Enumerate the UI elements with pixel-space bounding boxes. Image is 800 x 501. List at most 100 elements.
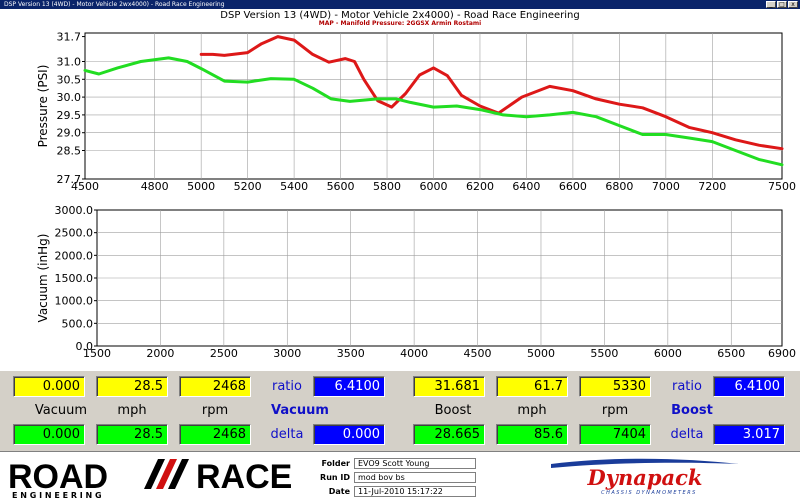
- x-tick-label: 6000: [420, 180, 448, 193]
- boost-top-mph: 61.7: [496, 376, 568, 397]
- y-tick-label: 31.0: [57, 55, 82, 68]
- dynapack-logo: Dynapack CHASSIS DYNAMOMETERS: [551, 458, 739, 496]
- boost-ratio-value: 6.4100: [713, 376, 785, 397]
- x-tick-label: 6800: [605, 180, 633, 193]
- vacuum-delta-value: 0.000: [313, 424, 385, 445]
- y-tick-label: 27.7: [57, 173, 82, 186]
- footer: ROAD RACE E N G I N E E R I N G Folder E…: [0, 451, 800, 501]
- chart-subtitle: MAP - Manifold Pressure: 2GGSX Armin Ros…: [319, 20, 481, 27]
- y-tick-label: 1500.0: [55, 272, 94, 285]
- x-tick-label: 4000: [400, 347, 428, 360]
- x-tick-label: 6600: [559, 180, 587, 193]
- x-tick-label: 5400: [280, 180, 308, 193]
- y-tick-label: 30.0: [57, 91, 82, 104]
- boost-ratio-label: ratio: [672, 379, 702, 394]
- window-title: DSP Version 13 (4WD) - Motor Vehicle 2wx…: [4, 1, 225, 8]
- boost-delta-label: delta: [670, 427, 704, 442]
- folder-value: EVO9 Scott Young: [354, 458, 476, 469]
- x-tick-label: 6000: [654, 347, 682, 360]
- logo-slashes: [144, 459, 189, 489]
- boost-bottom-value: 28.665: [413, 424, 485, 445]
- y-tick-label: 29.5: [57, 109, 82, 122]
- road-race-logo: ROAD RACE E N G I N E E R I N G: [8, 458, 292, 499]
- x-tick-label: 5200: [234, 180, 262, 193]
- y-tick-label: 2000.0: [55, 249, 94, 262]
- folder-label: Folder: [321, 459, 350, 468]
- dynapack-tagline: CHASSIS DYNAMOMETERS: [601, 490, 697, 496]
- x-tick-label: 7500: [768, 180, 796, 193]
- vacuum-bottom-value: 0.000: [13, 424, 85, 445]
- date-value: 11-Jul-2010 15:17:22: [354, 486, 476, 497]
- readout-panel: 0.000 28.5 2468 ratio 6.4100 Vacuum mph …: [0, 371, 800, 451]
- series-line-1: [83, 56, 784, 167]
- vacuum-top-rpm: 2468: [179, 376, 251, 397]
- dynapack-swoosh: [551, 458, 739, 468]
- vacuum-ratio-label: ratio: [272, 379, 302, 394]
- logo-word-road: ROAD: [8, 458, 108, 496]
- x-tick-label: 2500: [210, 347, 238, 360]
- y-tick-label: 28.5: [57, 145, 82, 158]
- boost-label: Boost: [434, 403, 472, 418]
- dynapack-brand: Dynapack: [587, 465, 703, 490]
- y-tick-label: 500.0: [62, 317, 94, 330]
- x-tick-label: 5000: [527, 347, 555, 360]
- boost-top-rpm: 5330: [579, 376, 651, 397]
- x-tick-label: 6900: [768, 347, 796, 360]
- boost-top-value: 31.681: [413, 376, 485, 397]
- y-tick-label: 0.0: [76, 340, 94, 353]
- vacuum-mph-label: mph: [117, 403, 147, 418]
- window-controls: _ □ x: [766, 1, 798, 8]
- vacuum-section-label: Vacuum: [271, 403, 329, 418]
- y-axis-label: Pressure (PSI): [36, 65, 50, 148]
- vacuum-rpm-label: rpm: [201, 403, 229, 418]
- boost-bottom-mph: 85.6: [496, 424, 568, 445]
- x-tick-label: 5500: [590, 347, 618, 360]
- date-label: Date: [328, 487, 350, 496]
- x-tick-label: 7200: [698, 180, 726, 193]
- vacuum-bottom-rpm: 2468: [179, 424, 251, 445]
- vacuum-label: Vacuum: [34, 403, 88, 418]
- boost-delta-value: 3.017: [713, 424, 785, 445]
- y-tick-label: 2500.0: [55, 227, 94, 240]
- x-tick-label: 6200: [466, 180, 494, 193]
- x-tick-label: 3000: [273, 347, 301, 360]
- logo-word-race: RACE: [196, 458, 292, 496]
- vacuum-top-value: 0.000: [13, 376, 85, 397]
- boost-section-label: Boost: [671, 403, 713, 418]
- x-tick-label: 3500: [337, 347, 365, 360]
- vacuum-bottom-mph: 28.5: [96, 424, 168, 445]
- x-tick-label: 6400: [512, 180, 540, 193]
- maximize-button[interactable]: □: [777, 1, 787, 8]
- vacuum-ratio-value: 6.4100: [313, 376, 385, 397]
- x-tick-label: 2000: [146, 347, 174, 360]
- minimize-button[interactable]: _: [766, 1, 776, 8]
- x-tick-label: 4500: [464, 347, 492, 360]
- pressure-chart: 4500 4800 5000 5200 5400 5600 5800 6000 6200 6400…: [36, 31, 796, 193]
- vacuum-delta-label: delta: [270, 427, 304, 442]
- x-tick-label: 7000: [652, 180, 680, 193]
- x-tick-label: 6500: [717, 347, 745, 360]
- y-tick-label: 29.0: [57, 127, 82, 140]
- y-tick-label: 31.7: [57, 31, 82, 44]
- x-tick-label: 5600: [327, 180, 355, 193]
- close-button[interactable]: x: [788, 1, 798, 8]
- boost-mph-label: mph: [517, 403, 547, 418]
- title-bar: DSP Version 13 (4WD) - Motor Vehicle 2wx…: [0, 0, 800, 9]
- x-tick-label: 5000: [187, 180, 215, 193]
- charts-area: DSP Version 13 (4WD) - Motor Vehicle 2x4…: [36, 10, 796, 360]
- chart-main-title: DSP Version 13 (4WD) - Motor Vehicle 2x4…: [220, 10, 579, 21]
- y-tick-label: 3000.0: [55, 204, 94, 217]
- vacuum-top-mph: 28.5: [96, 376, 168, 397]
- vacuum-chart: 1500 2000 2500 3000 3500 4000 4500 5000 5500 6000…: [36, 204, 796, 360]
- y-tick-label: 1000.0: [55, 295, 94, 308]
- y-axis-label: Vacuum (inHg): [36, 234, 50, 323]
- x-tick-label: 4500: [71, 180, 99, 193]
- series-line-0: [199, 35, 784, 151]
- logo-tagline: E N G I N E E R I N G: [12, 491, 102, 499]
- x-tick-label: 5800: [373, 180, 401, 193]
- runid-value: mod bov bs: [354, 472, 476, 483]
- x-tick-label: 1500: [83, 347, 111, 360]
- boost-rpm-label: rpm: [601, 403, 629, 418]
- boost-bottom-rpm: 7404: [579, 424, 651, 445]
- x-tick-label: 4800: [141, 180, 169, 193]
